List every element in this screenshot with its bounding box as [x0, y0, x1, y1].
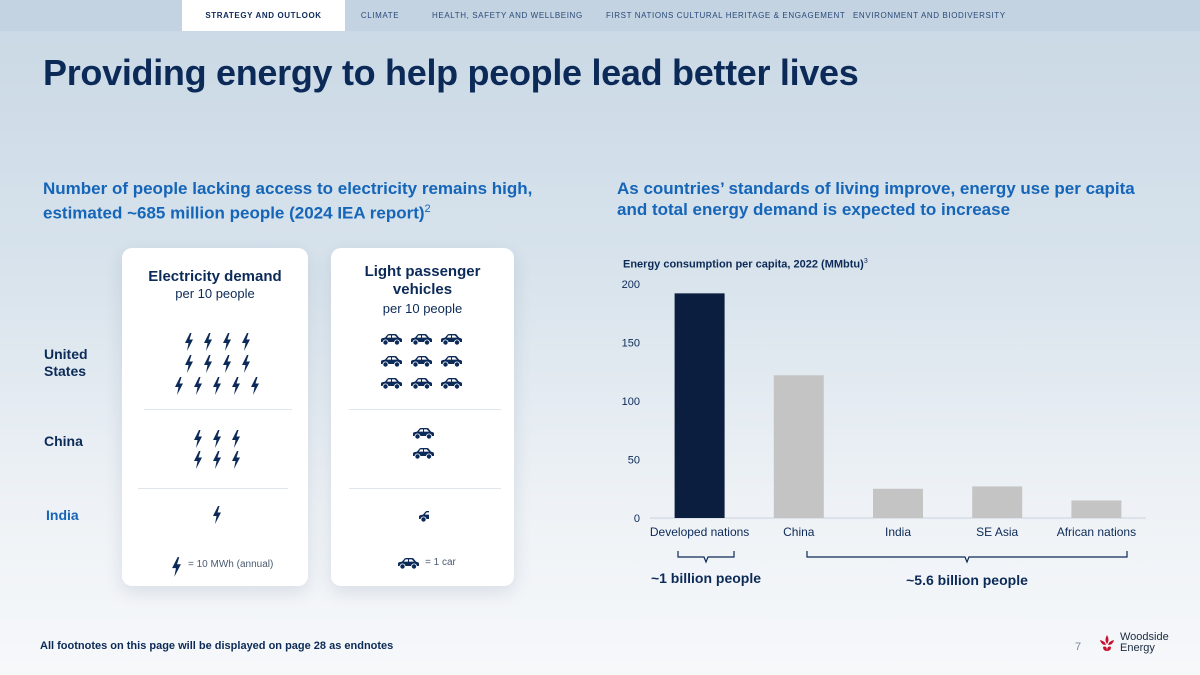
bar-india: [873, 488, 923, 518]
right-heading-line1: As countries’ standards of living improv…: [617, 179, 1135, 198]
bolt-icon: [250, 377, 260, 395]
left-heading-line2: estimated ~685 million people (2024 IEA …: [43, 203, 425, 223]
bolt-icon: [231, 451, 241, 469]
tab-first-nations[interactable]: FIRST NATIONS CULTURAL HERITAGE & ENGAGE…: [606, 11, 846, 20]
left-heading-line1: Number of people lacking access to elect…: [43, 179, 533, 198]
y-tick-label: 50: [628, 455, 640, 467]
electricity-card-subtitle: per 10 people: [175, 286, 255, 301]
bolt-icon: [203, 333, 213, 351]
card-divider: [144, 409, 292, 410]
y-tick-label: 200: [622, 279, 640, 291]
footnote: All footnotes on this page will be displ…: [40, 640, 394, 652]
bolt-legend-icon: [172, 557, 181, 577]
y-tick-label: 150: [622, 338, 640, 350]
row-label-india: India: [46, 507, 79, 523]
card-divider: [349, 488, 501, 489]
electricity-card-header: Electricity demand per 10 people: [122, 268, 308, 302]
bracket-label-5-6-billion: ~5.6 billion people: [906, 572, 1028, 588]
x-tick-label: India: [885, 525, 911, 539]
row-label-united-states: United States: [44, 346, 88, 380]
right-heading: As countries’ standards of living improv…: [617, 178, 1135, 220]
bolt-icon: [203, 355, 213, 373]
left-heading: Number of people lacking access to elect…: [43, 178, 532, 224]
logo-text: Woodside Energy: [1120, 632, 1169, 654]
bracket-developed: [677, 551, 735, 564]
bolt-icon: [212, 506, 222, 524]
bolt-icon: [184, 333, 194, 351]
bar-china: [773, 375, 824, 518]
bolt-icon: [231, 377, 241, 395]
x-tick-label: African nations: [1057, 525, 1136, 539]
y-tick-label: 0: [634, 513, 640, 525]
vehicles-card-title-line1: Light passenger: [364, 263, 481, 280]
chart-title: Energy consumption per capita, 2022 (MMb…: [623, 258, 868, 271]
bar-african-nations: [1071, 500, 1122, 518]
vehicles-legend: = 1 car: [425, 557, 456, 568]
vehicles-card-header: Light passenger vehicles per 10 people: [331, 263, 514, 317]
card-divider: [349, 409, 501, 410]
car-icon: [379, 333, 403, 346]
bolt-icon: [222, 333, 232, 351]
tab-environment-biodiversity[interactable]: ENVIRONMENT AND BIODIVERSITY: [853, 11, 1006, 20]
bolt-icon: [241, 333, 251, 351]
logo-line1: Woodside: [1120, 631, 1169, 643]
vehicles-card-subtitle: per 10 people: [382, 301, 463, 316]
right-heading-line2: and total energy demand is expected to i…: [617, 200, 1011, 219]
x-tick-label: China: [783, 525, 815, 539]
car-legend-icon: [398, 558, 419, 570]
bracket-developing: [806, 551, 1128, 564]
row-label-us-line2: States: [44, 363, 87, 379]
bolt-icon: [241, 355, 251, 373]
car-icon: [411, 447, 435, 460]
car-icon: [439, 333, 463, 346]
car-icon: [379, 355, 403, 368]
bolt-icon: [212, 451, 222, 469]
card-divider: [138, 488, 288, 489]
left-heading-sup: 2: [424, 203, 431, 215]
bolt-icon: [184, 355, 194, 373]
chart-title-sup: 3: [863, 258, 868, 265]
bolt-icon: [193, 430, 203, 448]
bolt-icon: [174, 377, 184, 395]
bolt-icon: [222, 355, 232, 373]
bolt-icon: [212, 430, 222, 448]
page-number: 7: [1075, 641, 1082, 653]
vehicles-card: Light passenger vehicles per 10 people: [331, 248, 514, 586]
top-nav: STRATEGY AND OUTLOOK CLIMATE HEALTH, SAF…: [0, 0, 1200, 31]
bracket-label-1-billion: ~1 billion people: [651, 570, 761, 586]
bolt-icon: [193, 451, 203, 469]
car-icon: [409, 333, 433, 346]
car-icon: [409, 377, 433, 390]
tab-strategy-and-outlook[interactable]: STRATEGY AND OUTLOOK: [182, 0, 345, 31]
car-icon: [439, 355, 463, 368]
row-label-china: China: [44, 433, 83, 449]
electricity-card-title: Electricity demand: [148, 268, 282, 285]
tab-health-safety-wellbeing[interactable]: HEALTH, SAFETY AND WELLBEING: [432, 11, 583, 20]
logo-line2: Energy: [1120, 642, 1155, 654]
car-icon: [439, 377, 463, 390]
tab-climate[interactable]: CLIMATE: [360, 11, 400, 20]
half-car-icon: [417, 510, 441, 523]
y-tick-label: 100: [622, 396, 640, 408]
chart-title-text: Energy consumption per capita, 2022 (MMb…: [623, 258, 864, 271]
car-icon: [379, 377, 403, 390]
row-label-us-line1: United: [44, 346, 88, 362]
bar-se-asia: [972, 486, 1023, 518]
woodside-logo-icon: [1100, 635, 1114, 651]
electricity-demand-card: Electricity demand per 10 people: [122, 248, 308, 586]
page-title: Providing energy to help people lead bet…: [43, 52, 859, 93]
car-icon: [409, 355, 433, 368]
bolt-icon: [231, 430, 241, 448]
bolt-icon: [193, 377, 203, 395]
bar-developed-nations: [674, 293, 725, 518]
electricity-legend: = 10 MWh (annual): [188, 559, 274, 570]
x-tick-label: Developed nations: [650, 525, 749, 539]
bolt-icon: [212, 377, 222, 395]
vehicles-card-title-line2: vehicles: [392, 281, 453, 298]
car-icon: [411, 427, 435, 440]
x-tick-label: SE Asia: [976, 525, 1018, 539]
